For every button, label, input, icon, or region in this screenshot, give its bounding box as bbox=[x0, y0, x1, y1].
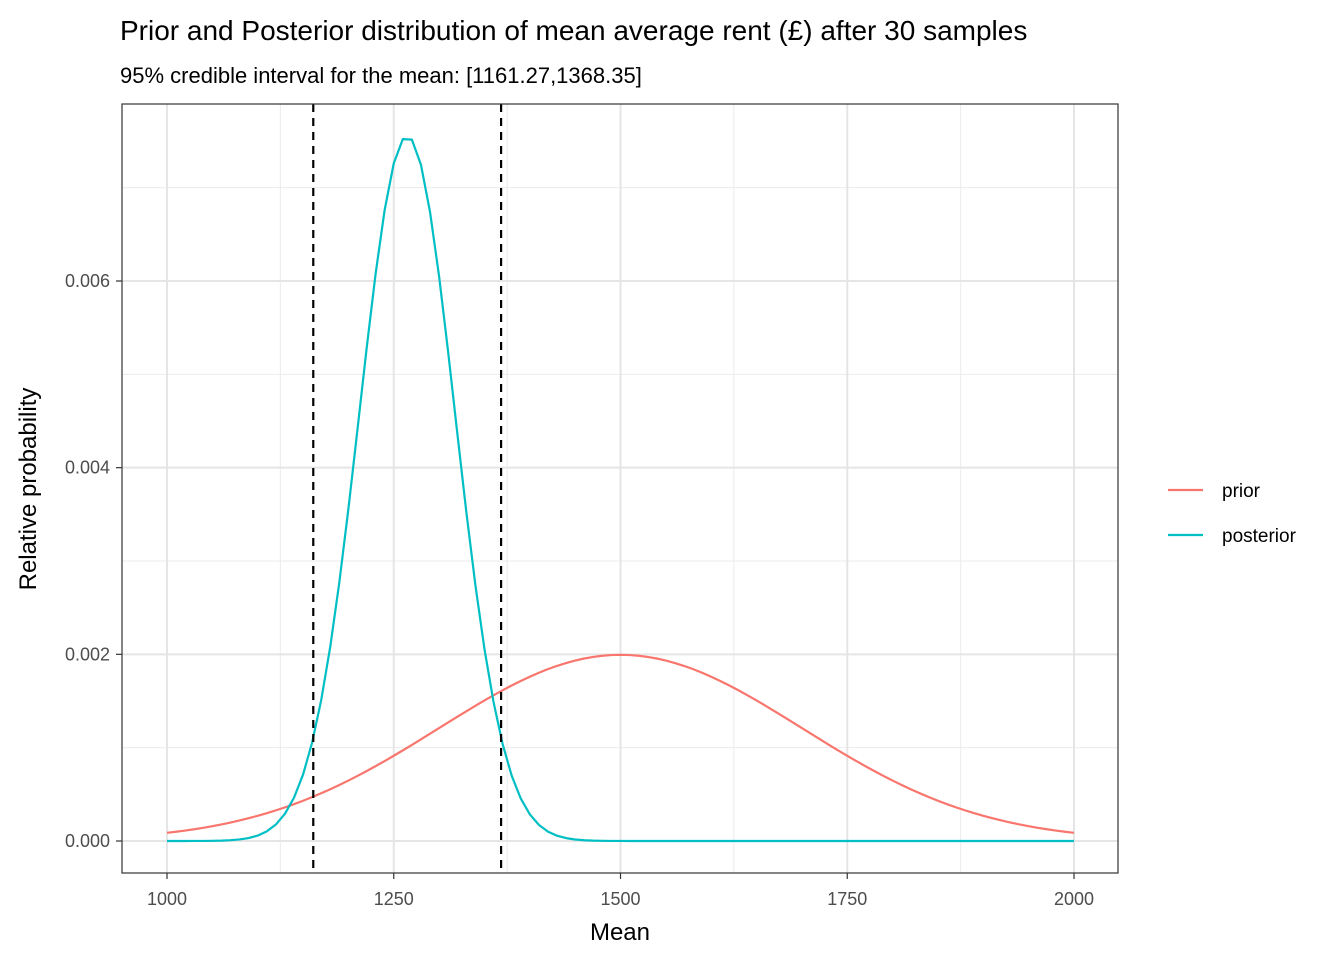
series-layer bbox=[166, 138, 1075, 843]
x-tick-label-3: 1750 bbox=[827, 889, 867, 909]
series-line-posterior bbox=[166, 138, 1074, 843]
x-tick-label-4: 2000 bbox=[1054, 889, 1094, 909]
y-axis-title: Relative probability bbox=[15, 388, 42, 591]
chart-subtitle: 95% credible interval for the mean: [116… bbox=[120, 63, 642, 88]
credible-interval-lines bbox=[312, 104, 503, 873]
grid-major bbox=[122, 104, 1118, 873]
x-tick-label-1: 1250 bbox=[374, 889, 414, 909]
x-axis: 1000 1250 1500 1750 2000 bbox=[147, 873, 1094, 909]
legend-label-prior: prior bbox=[1222, 481, 1261, 502]
x-axis-title: Mean bbox=[590, 919, 650, 946]
y-tick-label-3: 0.006 bbox=[65, 271, 110, 291]
legend: prior posterior bbox=[1168, 481, 1297, 547]
x-tick-label-0: 1000 bbox=[147, 889, 187, 909]
y-tick-label-1: 0.002 bbox=[65, 644, 110, 664]
y-tick-label-0: 0.000 bbox=[65, 831, 110, 851]
legend-label-posterior: posterior bbox=[1222, 526, 1297, 547]
y-tick-label-2: 0.004 bbox=[65, 458, 110, 478]
chart-title: Prior and Posterior distribution of mean… bbox=[120, 15, 1027, 46]
y-axis: 0.000 0.002 0.004 0.006 bbox=[65, 271, 122, 851]
series-line-prior bbox=[166, 653, 1075, 834]
x-tick-label-2: 1500 bbox=[600, 889, 640, 909]
